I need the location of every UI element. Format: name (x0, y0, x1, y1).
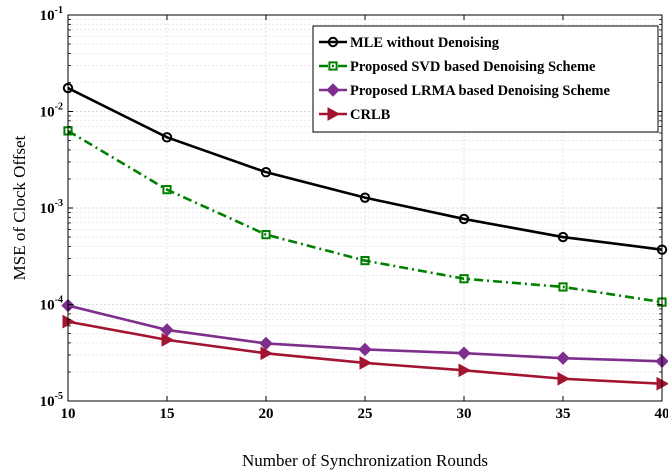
x-axis-title: Number of Synchronization Rounds (242, 451, 488, 470)
legend-marker (326, 83, 340, 97)
data-point (160, 323, 174, 337)
x-tick-label: 30 (457, 406, 472, 422)
legend-item: Proposed LRMA based Denoising Scheme (319, 83, 611, 99)
data-point (459, 274, 469, 284)
legend-label: CRLB (350, 107, 391, 123)
data-point (260, 346, 274, 361)
y-tick-label: 10-1 (40, 5, 63, 24)
x-tick-label: 10 (61, 406, 76, 422)
series-0 (62, 82, 668, 255)
data-point (458, 213, 470, 225)
data-point (457, 346, 471, 360)
data-point (260, 166, 272, 178)
legend-item: CRLB (319, 107, 391, 123)
legend-label: Proposed LRMA based Denoising Scheme (350, 83, 611, 99)
data-point (161, 333, 175, 347)
x-tick-label: 40 (655, 406, 668, 422)
series-1 (63, 126, 667, 307)
x-tick-label: 35 (556, 406, 571, 422)
series-layer (61, 82, 668, 391)
data-point (360, 256, 370, 266)
legend-marker (328, 61, 338, 71)
ticks: 10 15 20 25 30 35 40 10-5 10-4 10-3 10-2 10-1 (40, 5, 668, 422)
y-tick-label: 10-2 (40, 102, 63, 121)
legend-box (312, 25, 659, 133)
x-tick-label: 20 (259, 406, 274, 422)
series-line (67, 86, 663, 251)
data-point (358, 342, 372, 357)
data-point (558, 282, 568, 292)
data-point (261, 230, 271, 240)
series-2 (61, 298, 668, 368)
legend-item: MLE without Denoising (319, 35, 500, 51)
legend-marker (327, 36, 339, 48)
legend-label: Proposed SVD based Denoising Scheme (350, 59, 596, 75)
series-line (67, 129, 663, 304)
data-point (161, 132, 173, 143)
x-tick-label: 15 (160, 406, 175, 422)
data-point (359, 356, 373, 370)
data-point (556, 351, 570, 365)
legend: MLE without Denoising Proposed SVD based … (312, 25, 659, 133)
data-point (162, 185, 172, 195)
y-tick-label: 10-5 (40, 391, 63, 410)
legend-item: Proposed SVD based Denoising Scheme (319, 59, 596, 75)
data-point (458, 363, 472, 378)
data-point (259, 336, 273, 351)
legend-marker (327, 107, 341, 121)
y-tick-label: 10-3 (40, 198, 63, 217)
y-tick-label: 10-4 (40, 295, 63, 314)
y-axis-title: MSE of Clock Offset (10, 135, 29, 280)
data-point (359, 192, 371, 203)
legend-label: MLE without Denoising (350, 35, 500, 51)
data-point (557, 231, 569, 243)
data-point (557, 371, 571, 386)
x-tick-label: 25 (358, 406, 373, 422)
